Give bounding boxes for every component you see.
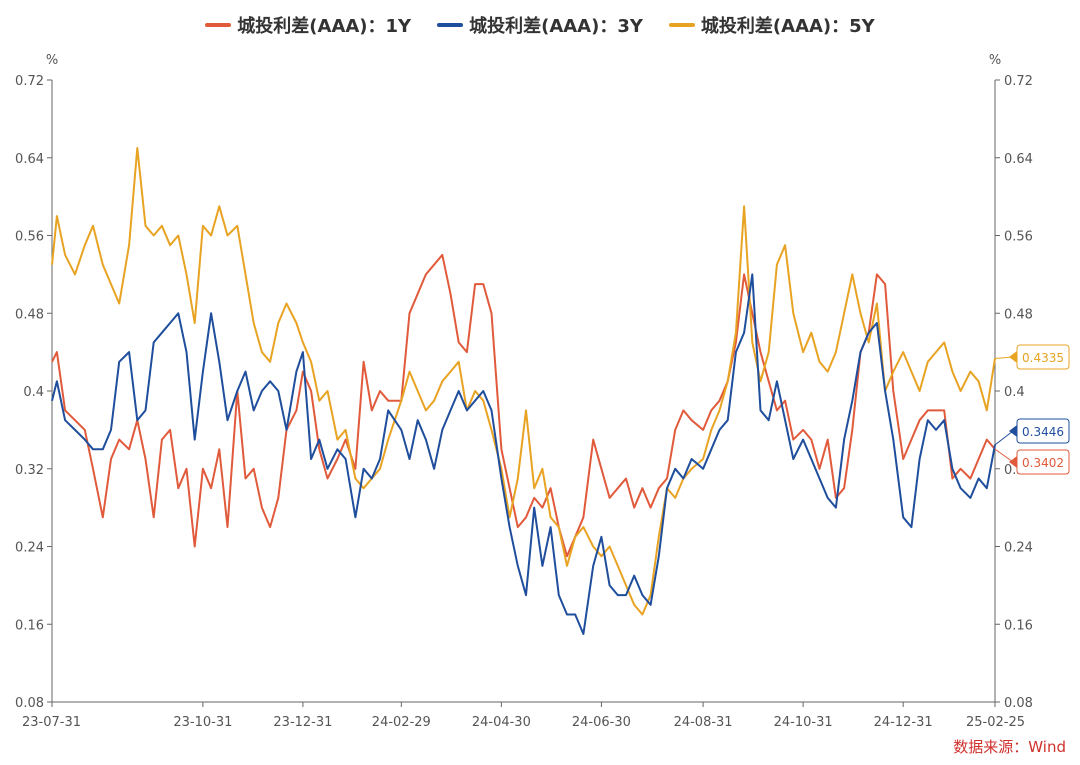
legend-label-1y: 城投利差(AAA)：1Y <box>237 16 412 37</box>
legend-swatch-5y <box>668 23 695 27</box>
x-tick-label: 23-07-31 <box>22 715 81 730</box>
y-tick-label-left: 0.56 <box>15 230 44 245</box>
legend-swatch-3y <box>437 23 464 27</box>
x-tick-label: 24-10-31 <box>774 715 833 730</box>
end-label-3y-pointer <box>1009 425 1017 437</box>
y-tick-label-right: 0.08 <box>1004 696 1033 711</box>
y-tick-label-left: 0.72 <box>15 74 44 89</box>
legend-swatch-1y <box>205 23 232 27</box>
end-label-1y-leader <box>994 448 1014 463</box>
legend-label-5y: 城投利差(AAA)：5Y <box>700 16 875 37</box>
end-label-5y-text: 0.4335 <box>1022 351 1064 365</box>
y-axis-unit-right: % <box>989 53 1001 68</box>
end-label-3y-box <box>1016 418 1070 444</box>
x-tick-label: 24-12-31 <box>874 715 933 730</box>
x-tick-label: 24-06-30 <box>572 715 631 730</box>
y-tick-label-right: 0.64 <box>1004 152 1033 167</box>
series-line-1y <box>51 253 996 558</box>
end-label-5y-box <box>1016 344 1070 370</box>
end-label-1y-box <box>1016 449 1070 475</box>
y-tick-label-left: 0.16 <box>15 618 44 633</box>
end-label-1y-text: 0.3402 <box>1022 456 1064 470</box>
legend-item-5y[interactable]: 城投利差(AAA)：5Y <box>668 12 875 38</box>
x-tick-label: 24-04-30 <box>472 715 531 730</box>
y-tick-label-right: 0.48 <box>1004 307 1033 322</box>
x-tick-label: 24-08-31 <box>674 715 733 730</box>
y-tick-label-right: 0.24 <box>1004 541 1033 556</box>
end-label-1y-pointer <box>1009 456 1017 468</box>
y-tick-label-left: 0.32 <box>15 463 44 478</box>
y-tick-label-right: 0.4 <box>1004 385 1025 400</box>
y-tick-label-left: 0.08 <box>15 696 44 711</box>
end-label-5y: 0.4335 <box>994 344 1070 370</box>
x-tick-label: 25-02-25 <box>966 715 1025 730</box>
legend-item-1y[interactable]: 城投利差(AAA)：1Y <box>205 12 411 38</box>
x-tick-label: 23-10-31 <box>173 715 232 730</box>
data-source-note: 数据来源：Wind <box>953 738 1066 756</box>
end-label-3y-text: 0.3446 <box>1022 425 1064 439</box>
legend-label-3y: 城投利差(AAA)：3Y <box>469 16 643 37</box>
y-tick-label-right: 0.16 <box>1004 618 1033 633</box>
series-line-5y <box>51 147 996 616</box>
chart-legend: 城投利差(AAA)：1Y 城投利差(AAA)：3Y 城投利差(AAA)：5Y <box>0 12 1080 38</box>
y-tick-label-right: 0.56 <box>1004 230 1033 245</box>
series-line-3y <box>51 273 996 635</box>
end-label-3y: 0.3446 <box>994 418 1070 446</box>
y-tick-label-left: 0.64 <box>15 152 44 167</box>
legend-item-3y[interactable]: 城投利差(AAA)：3Y <box>437 12 643 38</box>
x-tick-label: 24-02-29 <box>372 715 431 730</box>
y-axis-unit-left: % <box>46 53 58 68</box>
end-label-5y-pointer <box>1009 351 1017 363</box>
y-tick-label-left: 0.24 <box>15 541 44 556</box>
x-tick-label: 23-12-31 <box>273 715 332 730</box>
y-tick-label-left: 0.4 <box>23 385 44 400</box>
y-tick-label-right: 0.72 <box>1004 74 1033 89</box>
end-label-3y-leader <box>994 430 1014 446</box>
y-tick-label-left: 0.48 <box>15 307 44 322</box>
end-label-1y: 0.3402 <box>994 448 1070 475</box>
